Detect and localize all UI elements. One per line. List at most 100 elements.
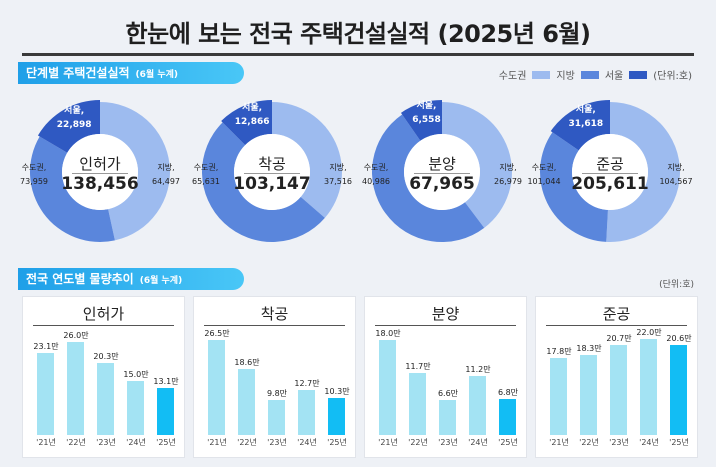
slice-seoul	[221, 100, 272, 146]
bar-value-label: 6.8만	[497, 388, 519, 398]
legend-swatch-local	[580, 70, 599, 79]
bar-year-label: '25년	[327, 438, 347, 447]
local-label: 지방,	[667, 163, 685, 172]
section-label: 전국 연도별 물량추이	[26, 272, 134, 286]
bar-value-label: 20.7만	[606, 334, 632, 343]
title-divider	[22, 53, 694, 56]
bar-year-label: '24년	[639, 438, 659, 447]
capital-value: 40,986	[362, 177, 390, 186]
capital-value: 101,044	[527, 177, 561, 186]
capital-label: 수도권,	[21, 163, 47, 172]
bar	[469, 376, 486, 435]
seoul-label: 서울,	[416, 101, 437, 112]
donut-center-title: 준공	[596, 155, 624, 173]
donut-chart: 준공 205,611 서울, 31,618 수도권, 101,044 지방, 104,567	[527, 87, 693, 257]
donut-hole	[572, 134, 648, 210]
bar	[208, 340, 225, 435]
local-value: 104,567	[659, 177, 693, 186]
page-title: 한눈에 보는 전국 주택건설실적 (2025년 6월)	[125, 20, 591, 48]
donut-center-title: 인허가	[79, 155, 121, 173]
donut-center-rule	[72, 173, 128, 174]
local-label: 지방,	[329, 163, 347, 172]
bar	[610, 345, 627, 435]
bar-year-label: '21년	[549, 438, 569, 447]
slice-local	[100, 102, 170, 241]
bar	[238, 368, 255, 435]
donut-center-total: 205,611	[571, 174, 649, 194]
slice-seoul	[400, 100, 442, 141]
bar-chart-panel: 인허가 23.1만 '21년 26.0만 '22년 20.3만 '23년 15.0만 '24년 1…	[22, 296, 185, 458]
bar	[640, 339, 657, 435]
donut-chart: 착공 103,147 서울, 12,866 수도권, 65,631 지방, 37,516	[192, 87, 352, 257]
bar-value-label: 20.6만	[666, 334, 692, 344]
bar-chart-panel: 착공 26.5만 '21년 18.6만 '22년 9.8만 '23년 12.7만 '24년 10.…	[193, 296, 356, 458]
local-value: 37,516	[324, 177, 352, 186]
bar-value-label: 26.0만	[63, 331, 89, 341]
seoul-label: 서울,	[242, 102, 263, 113]
bar-value-label: 13.1만	[153, 377, 179, 387]
bar-year-label: '25년	[498, 438, 518, 447]
donut-center-title: 착공	[258, 155, 286, 173]
bar	[379, 340, 396, 435]
section-sublabel: (6월 누계)	[139, 276, 183, 286]
donut-center-rule	[414, 173, 470, 174]
bar-year-label: '25년	[669, 438, 689, 447]
capital-label: 수도권,	[531, 163, 557, 172]
bar	[268, 400, 285, 435]
bar-value-label: 22.0만	[636, 328, 662, 338]
local-label: 지방,	[157, 163, 175, 172]
bar-chart-panel: 준공 17.8만 '21년 18.3만 '22년 20.7만 '23년 22.0만 '24년 20…	[535, 296, 698, 458]
bar	[670, 345, 687, 435]
seoul-value: 6,558	[412, 115, 441, 126]
seoul-value: 22,898	[56, 119, 92, 130]
donut-center-title: 분양	[428, 155, 456, 173]
slice-capital	[202, 122, 325, 242]
bar-value-label: 11.7만	[405, 362, 431, 372]
donut-hole	[62, 134, 138, 210]
unit-label: (단위:호)	[659, 280, 694, 290]
legend-swatch-seoul	[629, 70, 648, 79]
bar-value-label: 9.8만	[266, 389, 288, 398]
bar	[550, 357, 567, 435]
bar-year-label: '24년	[126, 438, 146, 447]
bar-year-label: '22년	[579, 438, 599, 447]
donut-chart: 분양 67,965 서울, 6,558 수도권, 40,986 지방, 26,979	[362, 87, 522, 257]
legend-label-local: 지방	[556, 71, 575, 82]
bar-year-label: '21년	[378, 438, 398, 447]
bar	[328, 398, 345, 435]
seoul-label: 서울,	[64, 105, 85, 116]
section-sublabel: (6월 누계)	[135, 70, 179, 80]
section-header-yearly: 전국 연도별 물량추이 (6월 누계)	[18, 268, 244, 290]
local-label: 지방,	[499, 163, 517, 172]
donut-hole	[404, 134, 480, 210]
bar	[127, 381, 144, 435]
bar-year-label: '23년	[96, 438, 116, 447]
slice-seoul	[37, 100, 100, 153]
bar	[499, 399, 516, 435]
panel-title-rule	[33, 325, 174, 326]
bar-value-label: 18.0만	[375, 329, 401, 339]
slice-capital	[30, 136, 115, 242]
bar-value-label: 12.7만	[294, 378, 320, 388]
slice-capital	[540, 132, 608, 242]
donut-hole	[234, 134, 310, 210]
panel-title-rule	[204, 325, 345, 326]
bar-value-label: 26.5만	[204, 329, 230, 339]
bar-value-label: 10.3만	[324, 387, 350, 397]
panel-title-rule	[375, 325, 516, 326]
section-header-stage: 단계별 주택건설실적 (6월 누계)	[18, 62, 244, 84]
donut-center-rule	[582, 173, 638, 174]
seoul-label: 서울,	[575, 104, 596, 115]
bar-value-label: 17.8만	[546, 346, 572, 356]
bar-year-label: '23년	[438, 438, 458, 447]
bar-value-label: 18.6만	[234, 357, 260, 367]
capital-value: 73,959	[20, 177, 48, 186]
donut-center-rule	[244, 173, 300, 174]
panel-title-rule	[546, 325, 687, 326]
donut-center-total: 67,965	[409, 174, 475, 194]
bar-year-label: '22년	[408, 438, 428, 447]
slice-local	[272, 102, 342, 218]
bar-value-label: 15.0만	[123, 370, 149, 380]
slice-local	[606, 102, 681, 242]
bar	[67, 342, 84, 435]
